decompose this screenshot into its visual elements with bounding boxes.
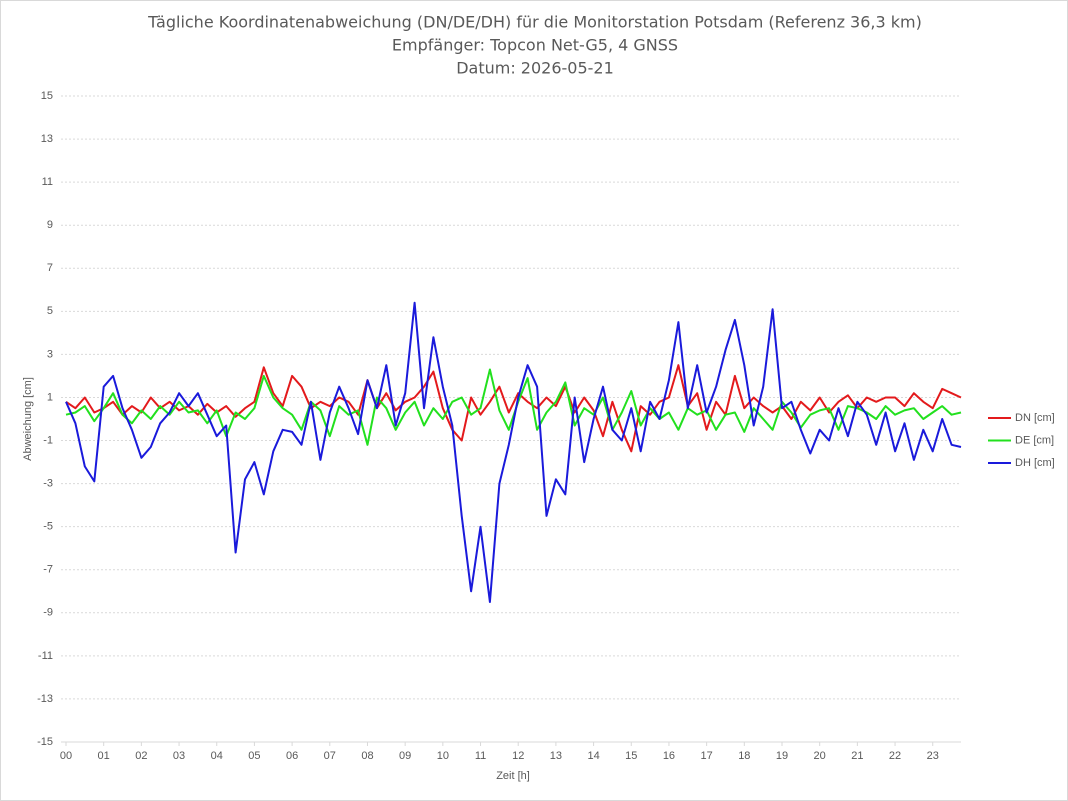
y-tick-label: 13 bbox=[41, 133, 53, 145]
x-tick-label: 16 bbox=[663, 750, 675, 762]
x-tick-label: 02 bbox=[135, 750, 147, 762]
x-tick-label: 18 bbox=[738, 750, 750, 762]
y-tick-label: 11 bbox=[42, 176, 53, 188]
x-tick-label: 01 bbox=[98, 750, 110, 762]
x-tick-label: 10 bbox=[437, 750, 449, 762]
x-tick-label: 14 bbox=[587, 750, 599, 762]
y-tick-label: 15 bbox=[41, 90, 53, 102]
x-tick-label: 08 bbox=[361, 750, 373, 762]
chart-title: Tägliche Koordinatenabweichung (DN/DE/DH… bbox=[147, 13, 922, 32]
x-tick-label: 00 bbox=[60, 750, 72, 762]
x-tick-label: 06 bbox=[286, 750, 298, 762]
y-tick-label: -3 bbox=[43, 478, 53, 490]
y-tick-label: 7 bbox=[47, 262, 53, 274]
y-tick-label: -13 bbox=[37, 693, 53, 705]
x-tick-label: 21 bbox=[851, 750, 863, 762]
chart-subtitle: Empfänger: Topcon Net-G5, 4 GNSS bbox=[392, 36, 678, 55]
x-tick-label: 07 bbox=[324, 750, 336, 762]
x-tick-label: 12 bbox=[512, 750, 524, 762]
x-tick-label: 23 bbox=[927, 750, 939, 762]
x-tick-label: 11 bbox=[475, 750, 486, 762]
y-tick-label: -1 bbox=[43, 434, 53, 446]
y-tick-label: 9 bbox=[47, 219, 53, 231]
x-tick-label: 13 bbox=[550, 750, 562, 762]
y-tick-label: -5 bbox=[43, 521, 53, 533]
data-line bbox=[65, 301, 962, 603]
x-axis-label: Zeit [h] bbox=[496, 770, 530, 782]
x-tick-label: 05 bbox=[248, 750, 260, 762]
x-tick-label: 03 bbox=[173, 750, 185, 762]
x-tick-label: 15 bbox=[625, 750, 637, 762]
y-tick-label: 3 bbox=[47, 348, 53, 360]
y-tick-label: -15 bbox=[37, 736, 53, 748]
x-tick-label: 19 bbox=[776, 750, 788, 762]
y-tick-label: -7 bbox=[43, 564, 53, 576]
y-tick-label: -9 bbox=[43, 607, 53, 619]
chart-date: Datum: 2026-05-21 bbox=[456, 59, 614, 78]
y-tick-label: -11 bbox=[38, 650, 53, 662]
x-tick-label: 22 bbox=[889, 750, 901, 762]
y-axis-label: Abweichung [cm] bbox=[22, 377, 34, 461]
x-tick-label: 09 bbox=[399, 750, 411, 762]
data-line bbox=[65, 368, 962, 446]
x-tick-label: 20 bbox=[814, 750, 826, 762]
y-tick-label: 1 bbox=[47, 391, 53, 403]
legend-label: DE [cm] bbox=[1015, 434, 1054, 446]
legend-label: DN [cm] bbox=[1015, 412, 1055, 424]
x-tick-label: 17 bbox=[701, 750, 713, 762]
legend-label: DH [cm] bbox=[1015, 457, 1055, 469]
x-tick-label: 04 bbox=[211, 750, 223, 762]
y-tick-label: 5 bbox=[47, 305, 53, 317]
